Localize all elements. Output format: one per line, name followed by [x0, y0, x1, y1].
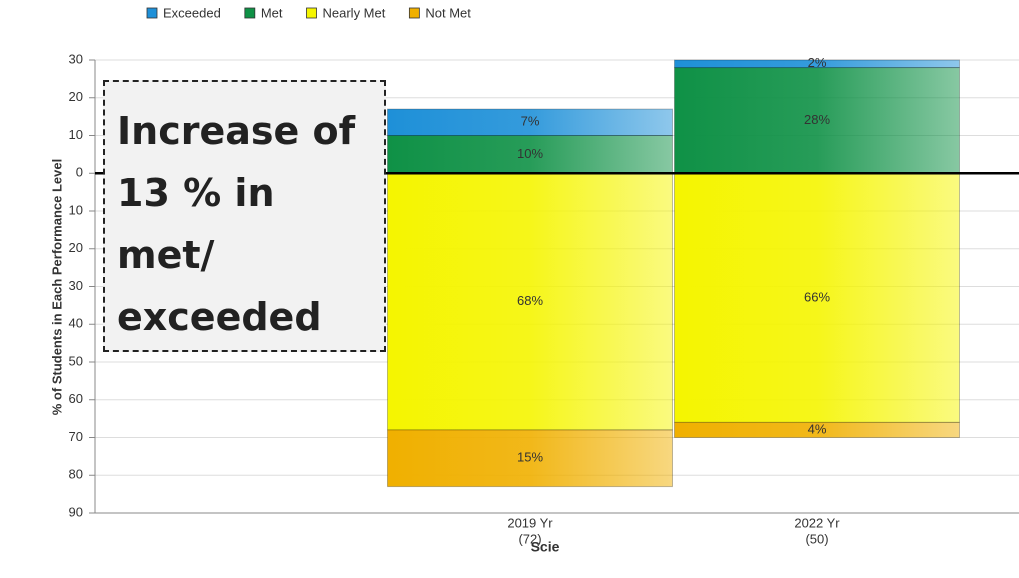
bar-segment	[387, 108, 673, 136]
bar-segment	[674, 59, 960, 69]
data-label: 66%	[804, 289, 830, 304]
data-label: 2%	[808, 55, 827, 70]
legend-label: Met	[261, 5, 283, 20]
legend-swatch	[146, 7, 158, 19]
legend-label: Exceeded	[163, 5, 221, 20]
y-tick-label: 90	[69, 504, 83, 519]
y-tick-label: 70	[69, 429, 83, 444]
y-tick-label: 10	[69, 127, 83, 142]
data-label: 15%	[517, 450, 543, 465]
x-tick-count: (72)	[518, 531, 541, 546]
bar-segment	[387, 135, 673, 174]
data-label: 68%	[517, 293, 543, 308]
x-tick-label: 2019 Yr	[507, 515, 553, 530]
x-tick-count: (50)	[805, 531, 828, 546]
legend-swatch	[306, 7, 317, 19]
data-label: 7%	[521, 114, 540, 129]
data-label: 4%	[808, 421, 827, 436]
x-axis-title: Scie	[531, 539, 560, 555]
bar-segment	[674, 421, 960, 438]
y-tick-label: 50	[69, 353, 83, 368]
legend-label: Not Met	[425, 5, 471, 20]
data-label: 10%	[517, 146, 543, 161]
y-tick-label: 40	[69, 316, 83, 331]
legend-swatch	[244, 7, 256, 19]
y-tick-label: 0	[76, 165, 83, 180]
bar-segment	[387, 429, 673, 488]
legend-swatch	[408, 7, 420, 19]
y-tick-label: 80	[69, 467, 83, 482]
x-tick-label: 2022 Yr	[794, 515, 840, 530]
y-tick-label: 20	[69, 89, 83, 104]
y-tick-label: 30	[69, 278, 83, 293]
y-tick-label: 30	[69, 51, 83, 66]
bar-segment	[674, 67, 960, 174]
y-axis-title: % of Students in Each Performance Level	[49, 159, 64, 415]
y-tick-label: 20	[69, 240, 83, 255]
annotation: Increase of 13 % in met/ exceeded	[103, 80, 386, 352]
data-label: 28%	[804, 112, 830, 127]
y-tick-label: 10	[69, 202, 83, 217]
y-tick-label: 60	[69, 391, 83, 406]
legend-label: Nearly Met	[323, 5, 386, 20]
